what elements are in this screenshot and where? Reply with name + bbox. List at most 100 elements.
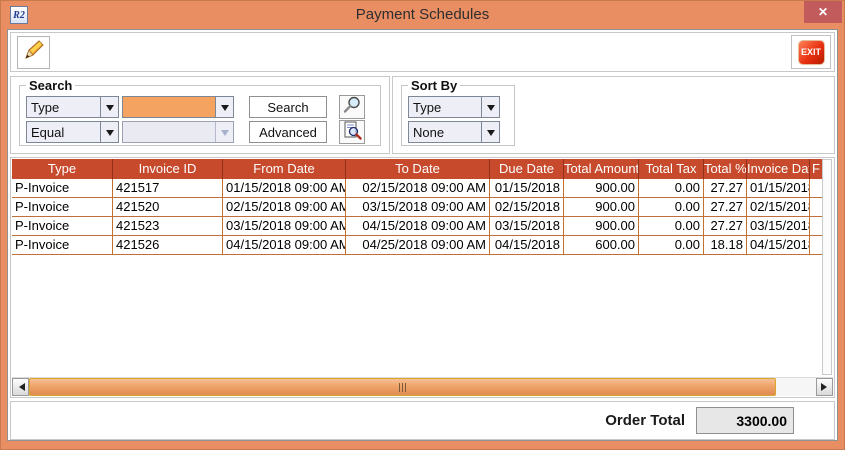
table-cell: 04/15/2018 <box>490 236 564 255</box>
table-cell: 900.00 <box>564 198 639 217</box>
close-button[interactable]: ✕ <box>804 1 842 23</box>
search-section: Search Type Search <box>10 76 390 154</box>
table-cell: 0.00 <box>639 236 704 255</box>
table-cell: 27.27 <box>704 198 747 217</box>
grip-icon <box>399 382 400 392</box>
table-row[interactable]: P-Invoice 421517 01/15/2018 09:00 AM 02/15/… <box>12 179 822 198</box>
table-cell: 421526 <box>113 236 223 255</box>
arrow-right-icon <box>820 383 831 391</box>
table-cell: 04/15/2018 09:00 AM <box>346 217 490 236</box>
grip-icon <box>405 382 406 392</box>
vertical-scrollbar[interactable] <box>822 159 832 375</box>
search-operator-value: Equal <box>31 125 65 140</box>
close-icon: ✕ <box>817 5 829 19</box>
search-value-combo[interactable] <box>122 96 234 118</box>
scrollbar-thumb[interactable] <box>29 378 776 396</box>
column-header-total-amount[interactable]: Total Amount <box>564 159 639 179</box>
table-cell: 0.00 <box>639 179 704 198</box>
advanced-button[interactable]: Advanced <box>249 121 327 143</box>
window-content: EXIT Search Type Search <box>7 29 838 441</box>
search-operator-value-combo <box>122 121 234 143</box>
table-row[interactable]: P-Invoice 421526 04/15/2018 09:00 AM 04/25/… <box>12 236 822 255</box>
table-cell: 01/15/2018 <box>747 179 810 198</box>
table-cell: 03/15/2018 09:00 AM <box>346 198 490 217</box>
table-cell: 421523 <box>113 217 223 236</box>
table-cell: 18.18 <box>704 236 747 255</box>
table-cell: 02/15/2018 09:00 AM <box>346 179 490 198</box>
payment-schedules-table-panel: Type Invoice ID From Date To Date Due Date To… <box>10 157 835 398</box>
table-cell: 02/15/2018 <box>747 198 810 217</box>
table-cell: 900.00 <box>564 179 639 198</box>
chevron-down-icon <box>100 97 118 117</box>
exit-button[interactable]: EXIT <box>791 35 831 69</box>
column-header-invoice-date[interactable]: Invoice Date <box>747 159 810 179</box>
search-operator-value-text <box>123 122 215 142</box>
sort-secondary-selector[interactable]: None <box>408 121 500 143</box>
scroll-right-button[interactable] <box>816 378 833 396</box>
column-header-type[interactable]: Type <box>12 159 113 179</box>
table-cell: 27.27 <box>704 217 747 236</box>
table-cell: P-Invoice <box>12 198 113 217</box>
table-row[interactable]: P-Invoice 421523 03/15/2018 09:00 AM 04/15/… <box>12 217 822 236</box>
table-cell <box>810 179 822 198</box>
chevron-down-icon <box>481 97 499 117</box>
sort-primary-value: Type <box>413 100 442 115</box>
search-field-selector[interactable]: Type <box>26 96 119 118</box>
search-group: Search Type Search <box>19 78 381 146</box>
column-header-total-[interactable]: Total % <box>704 159 747 179</box>
table-cell: 421517 <box>113 179 223 198</box>
find-button[interactable] <box>339 95 365 119</box>
table-cell: 02/15/2018 09:00 AM <box>223 198 346 217</box>
table-cell: 03/15/2018 <box>490 217 564 236</box>
search-operator-selector[interactable]: Equal <box>26 121 119 143</box>
table-cell <box>810 236 822 255</box>
table-cell: 600.00 <box>564 236 639 255</box>
table-cell: 04/25/2018 09:00 AM <box>346 236 490 255</box>
edit-button[interactable] <box>17 36 50 69</box>
chevron-down-icon <box>215 97 233 117</box>
toolbar: EXIT <box>10 32 835 72</box>
grip-icon <box>402 382 403 392</box>
advanced-find-button[interactable] <box>339 120 365 144</box>
sort-section: Sort By Type None <box>392 76 835 154</box>
chevron-down-icon <box>481 122 499 142</box>
titlebar: R2 Payment Schedules ✕ <box>1 1 844 29</box>
table-cell: 03/15/2018 09:00 AM <box>223 217 346 236</box>
app-logo-icon: R2 <box>10 6 28 24</box>
column-header-to-date[interactable]: To Date <box>346 159 490 179</box>
column-header-total-tax[interactable]: Total Tax <box>639 159 704 179</box>
column-header-f[interactable]: F <box>812 161 820 176</box>
pencil-icon <box>21 37 47 68</box>
table-cell: 02/15/2018 <box>490 198 564 217</box>
table-row[interactable]: P-Invoice 421520 02/15/2018 09:00 AM 03/15/… <box>12 198 822 217</box>
window-title: Payment Schedules <box>355 6 490 23</box>
table-cell: 03/15/2018 <box>747 217 810 236</box>
search-field-value: Type <box>31 100 60 115</box>
search-legend: Search <box>29 78 73 93</box>
order-total-label: Order Total <box>605 412 685 429</box>
column-header-invoice-id[interactable]: Invoice ID <box>113 159 223 179</box>
table-cell: 0.00 <box>639 198 704 217</box>
scroll-left-button[interactable] <box>12 378 29 396</box>
column-header-from-date[interactable]: From Date <box>223 159 346 179</box>
search-button[interactable]: Search <box>249 96 327 118</box>
table-header-row: Type Invoice ID From Date To Date Due Date To… <box>12 159 822 179</box>
chevron-down-icon <box>100 122 118 142</box>
table-cell: 421520 <box>113 198 223 217</box>
sort-by-legend: Sort By <box>411 78 458 93</box>
search-value-text <box>123 97 215 117</box>
column-header-due-date[interactable]: Due Date <box>490 159 564 179</box>
table-cell: 27.27 <box>704 179 747 198</box>
sort-secondary-value: None <box>413 125 445 140</box>
table-cell: P-Invoice <box>12 179 113 198</box>
table-cell: 900.00 <box>564 217 639 236</box>
table-cell: P-Invoice <box>12 236 113 255</box>
arrow-left-icon <box>15 383 25 391</box>
table-cell: 04/15/2018 09:00 AM <box>223 236 346 255</box>
sort-primary-selector[interactable]: Type <box>408 96 500 118</box>
table-cell: 01/15/2018 09:00 AM <box>223 179 346 198</box>
footer-bar: Order Total 3300.00 <box>10 401 835 440</box>
table-cell: 0.00 <box>639 217 704 236</box>
horizontal-scrollbar[interactable] <box>12 377 833 396</box>
